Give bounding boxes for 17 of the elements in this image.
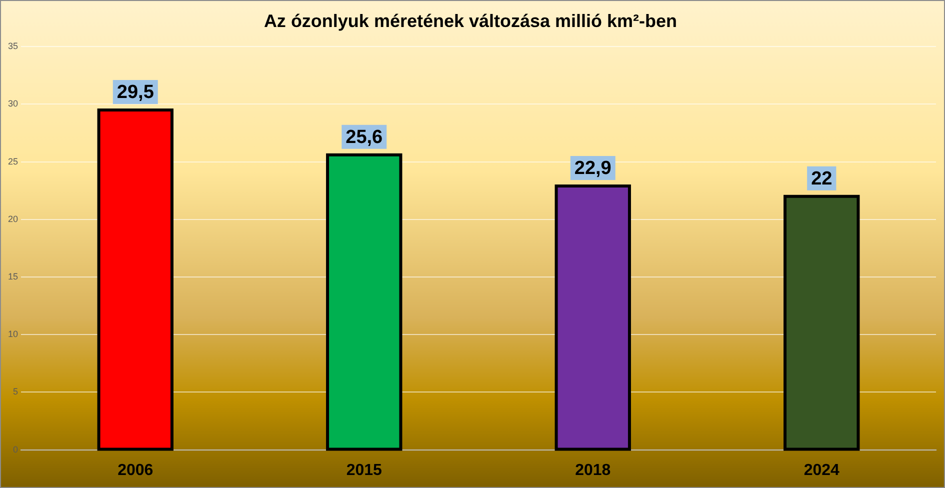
y-tick-label: 20 bbox=[8, 214, 18, 224]
y-tick-label: 0 bbox=[12, 444, 18, 454]
y-tick-label: 30 bbox=[8, 98, 18, 109]
x-tick-label: 2006 bbox=[118, 462, 154, 479]
y-tick-label: 25 bbox=[8, 156, 18, 166]
data-label: 29,5 bbox=[116, 82, 154, 104]
y-tick-label: 10 bbox=[8, 329, 18, 340]
data-label: 22 bbox=[811, 168, 832, 190]
y-tick-label: 5 bbox=[12, 386, 18, 397]
x-tick-label: 2024 bbox=[804, 462, 840, 479]
chart-title: Az ózonlyuk méretének változása millió km²-ben bbox=[264, 10, 678, 31]
data-label: 22,9 bbox=[574, 158, 612, 180]
x-tick-label: 2015 bbox=[346, 462, 382, 479]
x-tick-label: 2018 bbox=[575, 462, 611, 479]
data-label: 25,6 bbox=[346, 127, 383, 148]
y-tick-label: 35 bbox=[8, 41, 18, 52]
y-tick-label: 15 bbox=[8, 271, 18, 282]
